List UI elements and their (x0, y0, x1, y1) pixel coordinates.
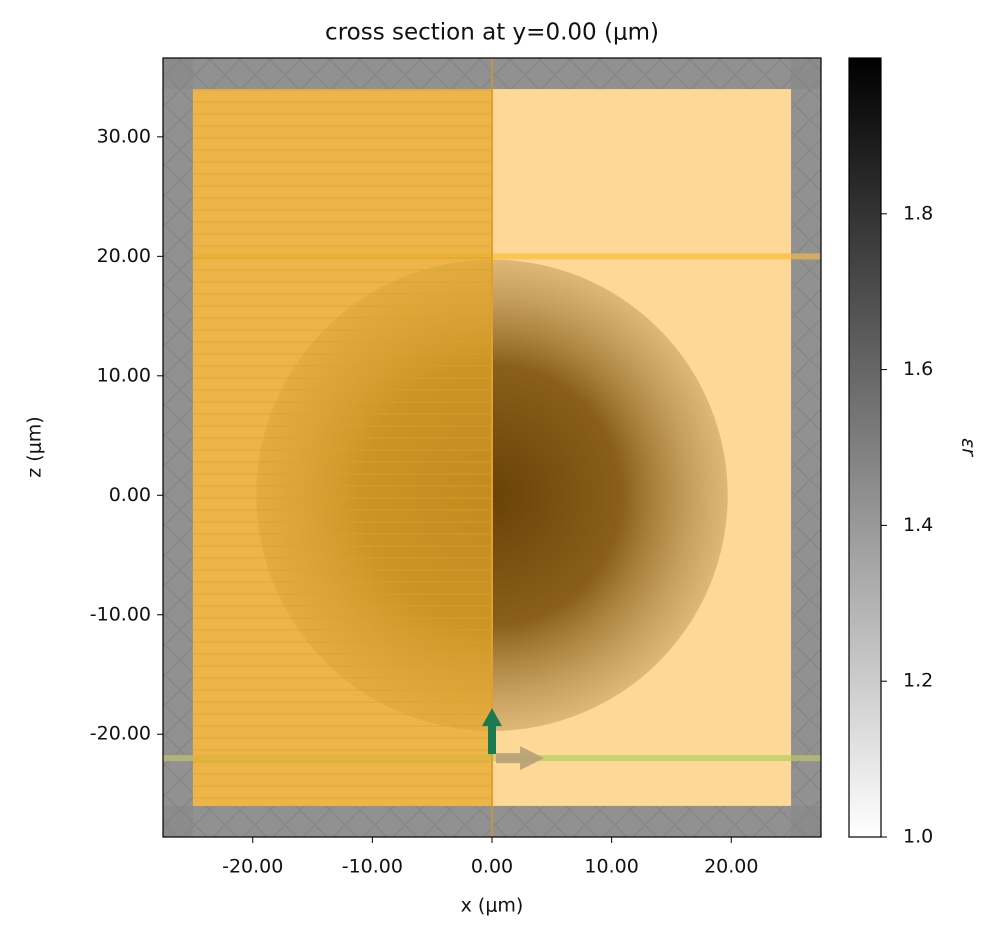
colorbar-tick-label: 1.6 (903, 358, 933, 380)
x-tick-label: 20.00 (704, 856, 758, 878)
colorbar-tick-label: 1.8 (903, 202, 933, 224)
x-tick-label: 10.00 (584, 856, 638, 878)
plot-area (163, 58, 821, 837)
y-tick-label: 10.00 (97, 364, 151, 386)
pml-overlay (791, 58, 821, 837)
colorbar-label: εr (958, 438, 980, 457)
x-tick-label: -10.00 (342, 856, 403, 878)
colorbar-tick-label: 1.0 (903, 826, 933, 848)
x-tick-label: 0.00 (471, 856, 513, 878)
colorbar-tick-label: 1.2 (903, 670, 933, 692)
pml-overlay (163, 58, 821, 90)
pml-overlay (163, 805, 821, 837)
y-axis-label: z (μm) (24, 416, 46, 477)
y-tick-label: -10.00 (90, 603, 151, 625)
y-tick-label: -20.00 (90, 723, 151, 745)
y-tick-label: 20.00 (97, 245, 151, 267)
colorbar (848, 57, 882, 838)
direction-arrow (496, 746, 544, 771)
x-tick-label: -20.00 (222, 856, 283, 878)
y-tick-label: 30.00 (97, 125, 151, 147)
colorbar-tick-label: 1.4 (903, 514, 933, 536)
pml-overlay (163, 58, 193, 837)
polarization-arrow (482, 708, 502, 755)
symmetry-stripes (192, 89, 492, 806)
x-axis-label: x (μm) (461, 895, 524, 917)
chart-title: cross section at y=0.00 (μm) (325, 20, 659, 46)
y-tick-label: 0.00 (109, 484, 151, 506)
